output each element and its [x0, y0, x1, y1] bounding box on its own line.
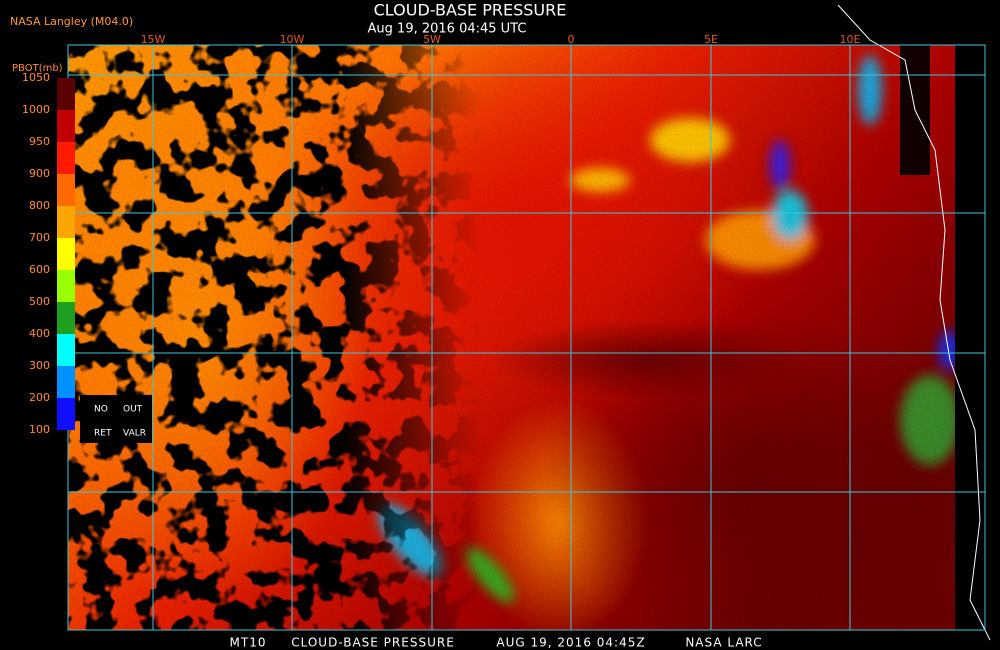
legend-swatch — [57, 398, 75, 430]
legend-tick: 200 — [29, 391, 50, 404]
legend-swatch — [57, 206, 75, 238]
legend-tick: 1000 — [22, 103, 50, 116]
legend-swatch — [57, 238, 75, 270]
legend-tick: 700 — [29, 231, 50, 244]
footer-text: MT10 — [230, 636, 267, 650]
legend-note: VALR — [123, 429, 146, 439]
legend-tick: 1050 — [22, 71, 50, 84]
legend-tick: 400 — [29, 327, 50, 340]
legend-label: PBOT(mb) — [12, 63, 63, 74]
longitude-label: 10W — [280, 33, 305, 46]
satellite-image — [68, 45, 973, 630]
legend-swatch — [57, 270, 75, 302]
legend-swatch — [57, 78, 75, 110]
footer-text: CLOUD-BASE PRESSURE — [291, 636, 455, 650]
grid — [67, 44, 986, 631]
legend-swatch — [57, 366, 75, 398]
longitude-label: 5E — [704, 33, 718, 46]
title: CLOUD-BASE PRESSURE — [374, 1, 567, 20]
legend-tick: 950 — [29, 135, 50, 148]
legend-swatch — [57, 302, 75, 334]
footer: MT10 CLOUD-BASE PRESSURE AUG 19, 2016 04:4… — [230, 636, 762, 650]
longitude-labels: 15W 10W 5W 0 5E 10E — [141, 33, 861, 46]
footer-text: AUG 19, 2016 04:45Z — [496, 636, 645, 650]
legend-note: RET — [94, 429, 112, 439]
legend-swatch — [57, 334, 75, 366]
legend-swatch — [57, 174, 75, 206]
legend-tick: 100 — [29, 423, 50, 436]
longitude-label: 10E — [840, 33, 861, 46]
legend-tick: 800 — [29, 199, 50, 212]
legend-tick: 600 — [29, 263, 50, 276]
footer-text: NASA LARC — [685, 636, 762, 650]
coastline — [837, 4, 991, 641]
longitude-label: 0 — [568, 33, 575, 46]
legend-note-box — [80, 395, 152, 443]
legend-tick: 300 — [29, 359, 50, 372]
timestamp: Aug 19, 2016 04:45 UTC — [368, 22, 527, 37]
legend-note: OUT — [123, 405, 143, 415]
longitude-label: 5W — [423, 33, 441, 46]
color-legend: 1050 1000 950 900 800 700 600 500 400 300 200 100 — [22, 71, 75, 436]
longitude-label: 15W — [141, 33, 166, 46]
legend-note: NO — [94, 405, 108, 415]
legend-swatch — [57, 110, 75, 142]
legend-tick: 500 — [29, 295, 50, 308]
legend-swatch — [57, 142, 75, 174]
source: NASA Langley (M04.0) — [10, 15, 133, 28]
legend-tick: 900 — [29, 167, 50, 180]
